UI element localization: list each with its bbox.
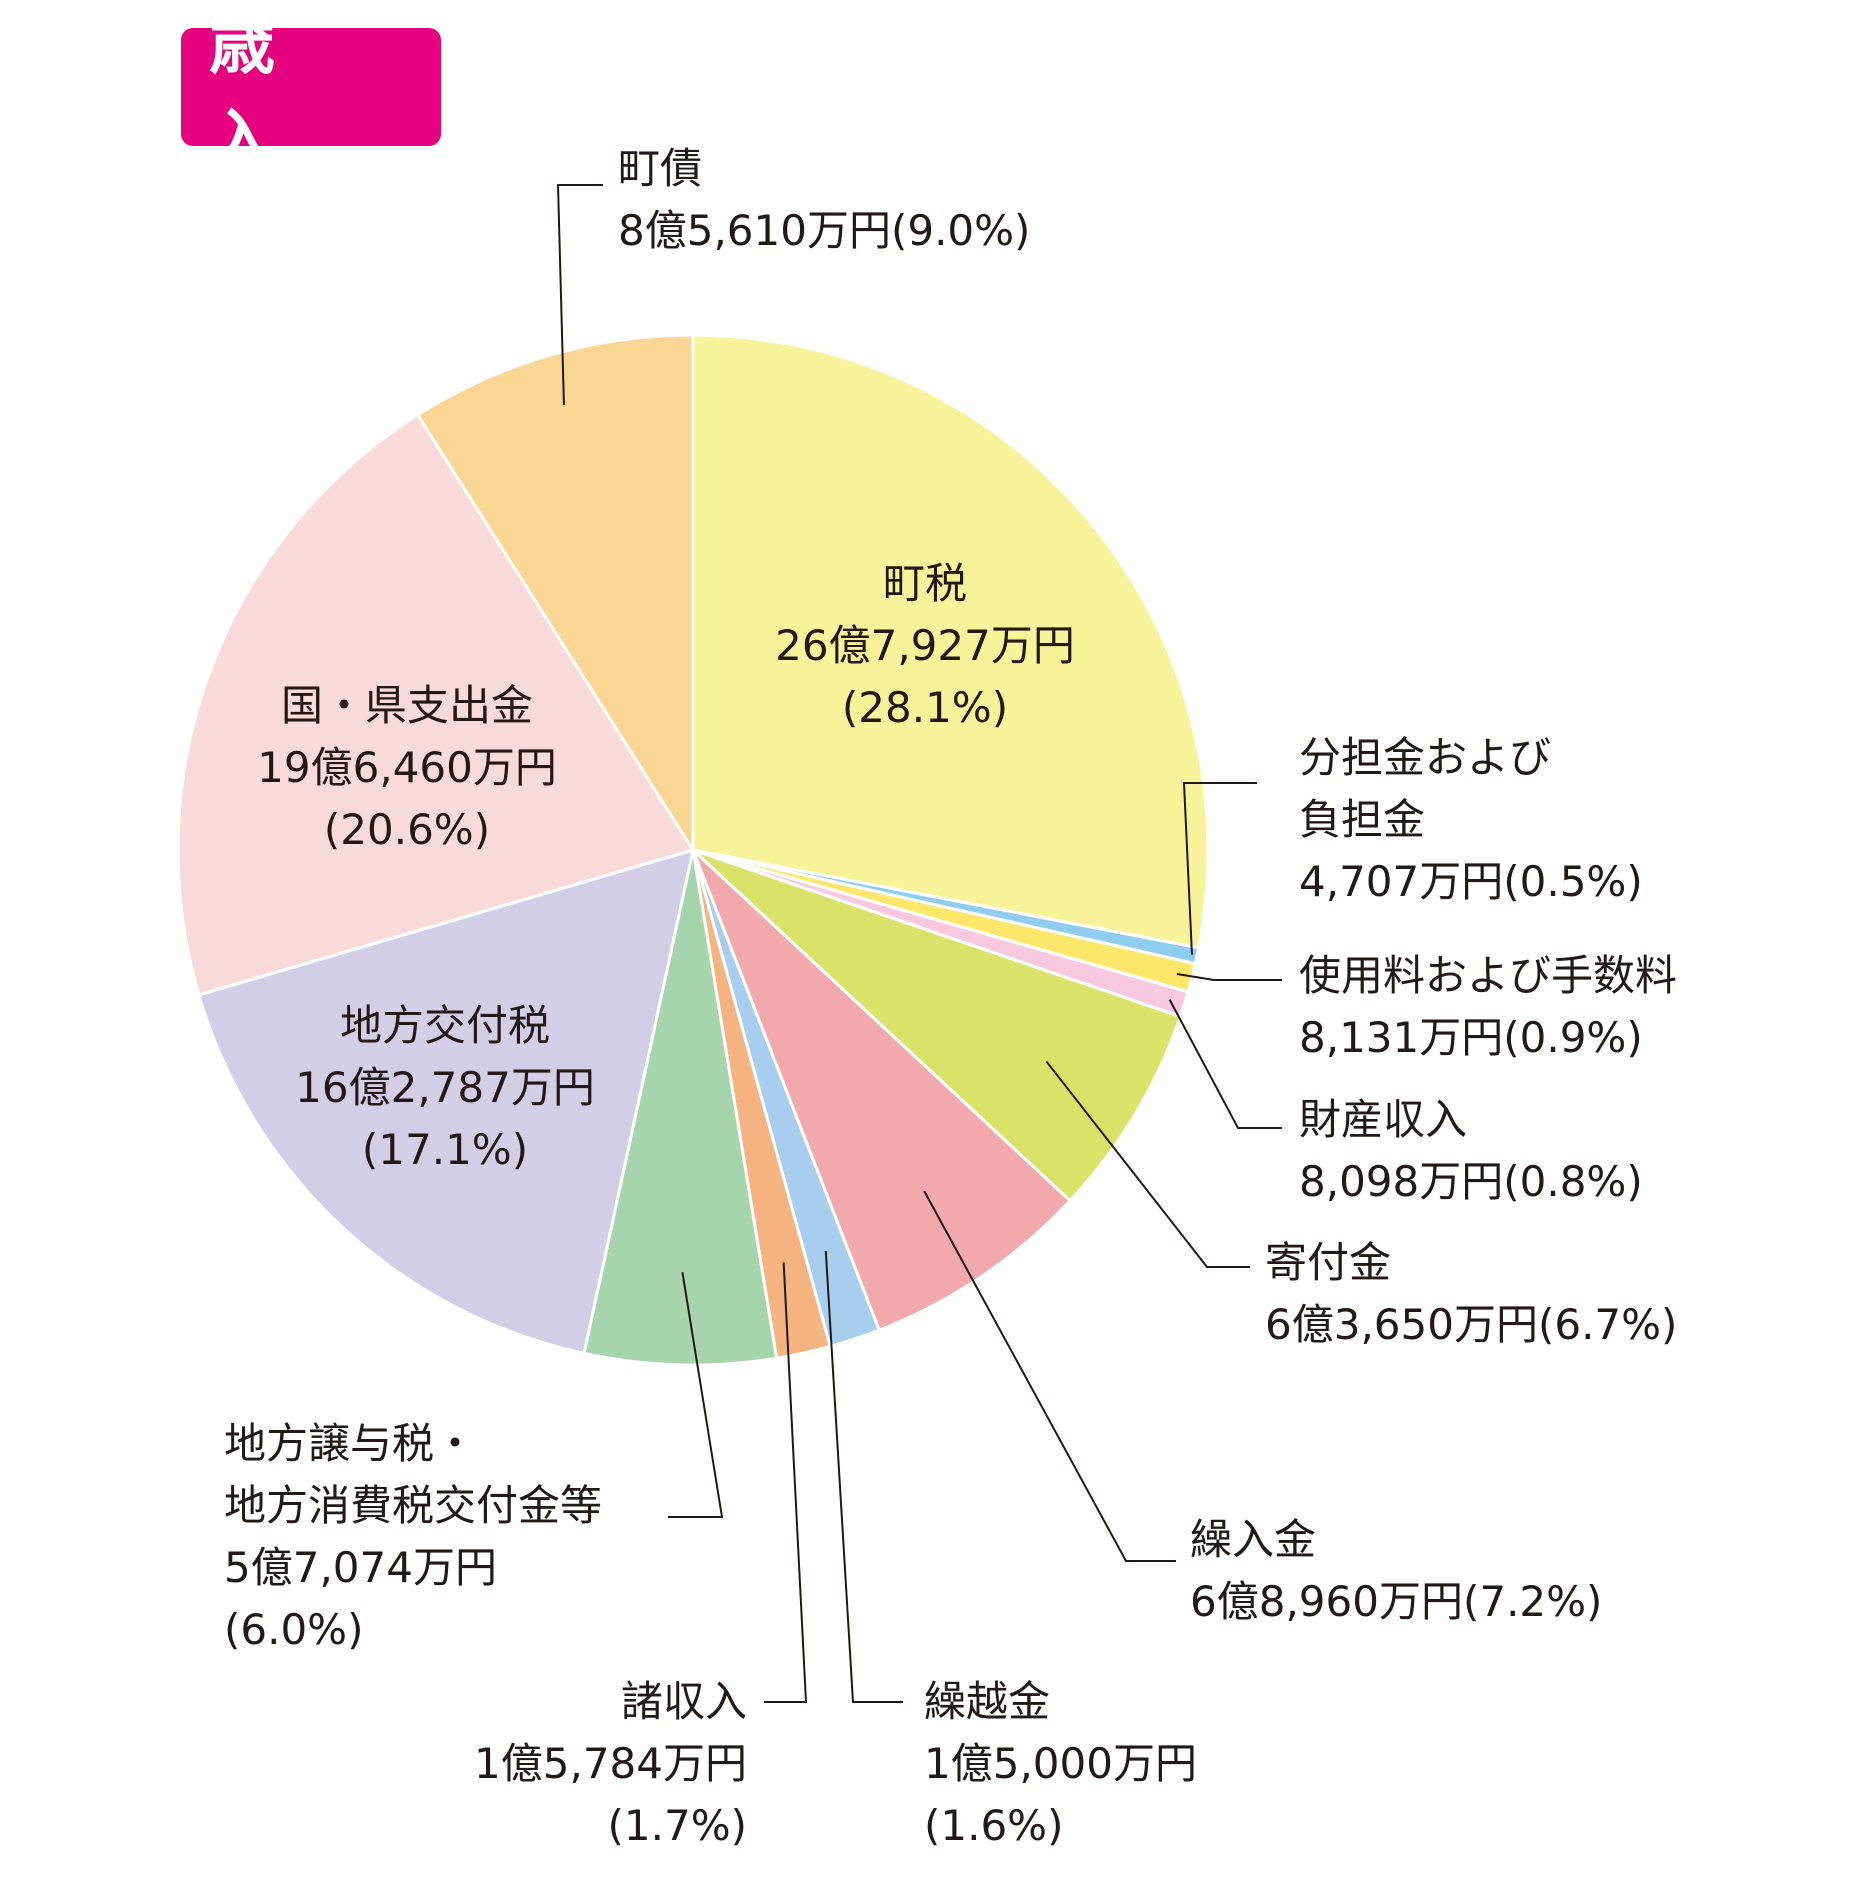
slice-label-3-line-1: 8,098万円(0.8%) bbox=[1299, 1157, 1643, 1206]
slice-label-6-line-0: 繰越金 bbox=[924, 1677, 1050, 1726]
slice-label-11-line-0: 町債 bbox=[618, 144, 702, 193]
slice-label-10-line-0: 国・県支出金 bbox=[281, 681, 533, 730]
slice-label-6-line-1: 1億5,000万円 bbox=[924, 1739, 1197, 1788]
slice-label-9-line-0: 地方交付税 bbox=[340, 1001, 550, 1050]
slice-label-8-line-3: (6.0%) bbox=[224, 1605, 363, 1654]
slice-label-9-line-1: 16億2,787万円 bbox=[295, 1063, 595, 1112]
chart-title: 歳 入 bbox=[209, 6, 303, 179]
slice-label-11-line-1: 8億5,610万円(9.0%) bbox=[618, 206, 1030, 255]
leader-line-3 bbox=[1168, 999, 1282, 1129]
leader-line-11 bbox=[556, 184, 603, 405]
slice-label-6-line-2: (1.6%) bbox=[924, 1801, 1063, 1850]
pie-slice-11 bbox=[415, 333, 695, 856]
slice-label-7-line-0: 諸収入 bbox=[621, 1677, 747, 1726]
pie-slice-8 bbox=[582, 849, 779, 1367]
leader-line-5 bbox=[923, 1190, 1176, 1562]
pie-slice-4 bbox=[691, 848, 1183, 1203]
slice-label-5-line-1: 6億8,960万円(7.2%) bbox=[1190, 1577, 1602, 1626]
slice-label-8-line-0: 地方譲与税・ bbox=[224, 1419, 476, 1468]
slice-label-1-line-2: 4,707万円(0.5%) bbox=[1299, 857, 1643, 906]
slice-label-7-line-2: (1.7%) bbox=[608, 1801, 747, 1850]
leader-line-6 bbox=[824, 1250, 903, 1703]
leader-lines bbox=[556, 184, 1282, 1703]
slice-label-1-line-0: 分担金および bbox=[1299, 733, 1551, 782]
pie-slice-5 bbox=[691, 848, 1073, 1333]
slice-label-9-line-2: (17.1%) bbox=[362, 1125, 528, 1174]
slice-label-4-line-0: 寄付金 bbox=[1265, 1238, 1391, 1287]
pie-slice-10 bbox=[176, 412, 696, 997]
slice-label-0-line-0: 町税 bbox=[883, 559, 967, 608]
leader-line-4 bbox=[1045, 1060, 1250, 1268]
slice-label-8-line-2: 5億7,074万円 bbox=[224, 1543, 497, 1592]
slice-label-0-line-1: 26億7,927万円 bbox=[775, 621, 1075, 670]
slice-label-7-line-1: 1億5,784万円 bbox=[474, 1739, 747, 1788]
chart-title-badge: 歳 入 bbox=[181, 6, 441, 179]
leader-line-8 bbox=[668, 1272, 724, 1518]
slice-label-10-line-1: 19億6,460万円 bbox=[257, 743, 557, 792]
slice-label-8-line-1: 地方消費税交付金等 bbox=[224, 1481, 602, 1530]
slice-label-5-line-0: 繰入金 bbox=[1190, 1515, 1316, 1564]
slice-label-2-line-1: 8,131万円(0.9%) bbox=[1299, 1013, 1643, 1062]
slice-label-2-line-0: 使用料および手数料 bbox=[1299, 951, 1677, 1000]
leader-line-2 bbox=[1176, 973, 1282, 981]
slice-label-4-line-1: 6億3,650万円(6.7%) bbox=[1265, 1300, 1677, 1349]
slice-label-10-line-2: (20.6%) bbox=[324, 805, 490, 854]
slice-label-0-line-2: (28.1%) bbox=[842, 683, 1008, 732]
leader-line-7 bbox=[764, 1262, 808, 1703]
slice-label-1-line-1: 負担金 bbox=[1299, 795, 1425, 844]
slice-label-3-line-0: 財産収入 bbox=[1299, 1095, 1467, 1144]
pie-slice-9 bbox=[196, 847, 696, 1356]
leader-line-1 bbox=[1182, 782, 1257, 955]
pie-slices bbox=[176, 333, 1210, 1367]
pie-slice-0 bbox=[691, 333, 1210, 950]
